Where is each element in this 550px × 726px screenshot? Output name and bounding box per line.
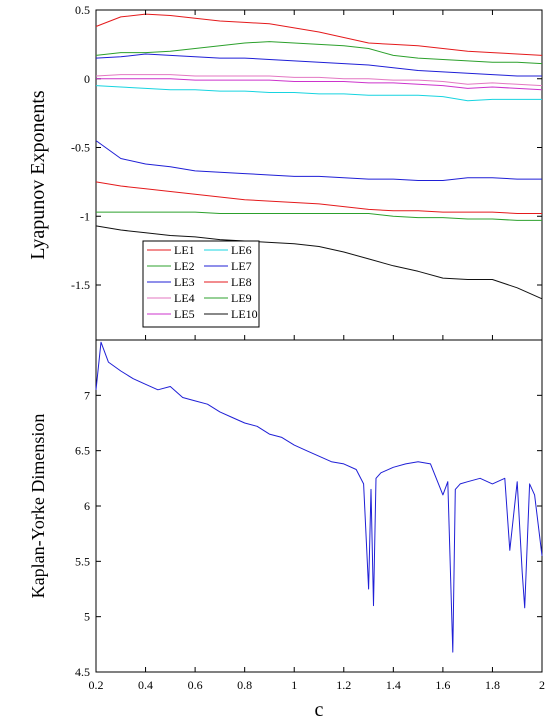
lyapunov-series-line-le4: [95, 74, 543, 87]
lyapunov-series-line-le5: [96, 78, 543, 91]
x-tick-label: 0.6: [188, 678, 203, 692]
kaplan-yorke-series-lines: [95, 341, 543, 653]
lyapunov-series-lines: [95, 13, 543, 300]
x-tick-label: 1.8: [485, 678, 500, 692]
legend-entry-le2: LE2: [174, 259, 195, 273]
kaplan-yorke-y-tick-label: 4.5: [75, 665, 90, 679]
x-tick-label: 1.4: [386, 678, 401, 692]
legend-entry-le3: LE3: [174, 275, 195, 289]
legend-entry-le10: LE10: [231, 307, 258, 321]
x-axis-label: c: [315, 699, 324, 721]
kaplan-yorke-panel: 4.5 5 5.5 6 6.5 7 0.2 0.4 0.6 0.8 1 1.2 1.4 1.6 1.8 2: [75, 10, 545, 692]
lyapunov-y-tick-label: -1: [80, 209, 90, 223]
lyapunov-y-tick-label: -1.5: [71, 278, 90, 292]
x-tick-label: 1.2: [336, 678, 351, 692]
legend-box: [142, 240, 260, 328]
legend-entry-le7: LE7: [231, 259, 252, 273]
lyapunov-series-line-le7: [95, 140, 542, 181]
kaplan-yorke-y-tick-label: 5.5: [75, 554, 90, 568]
x-tick-label: 1.6: [435, 678, 450, 692]
legend-entry-le9: LE9: [231, 291, 252, 305]
legend-entry-le8: LE8: [231, 275, 252, 289]
x-ticks: 0.2 0.4 0.6 0.8 1 1.2 1.4 1.6 1.8 2: [89, 10, 545, 692]
x-tick-label: 0.4: [138, 678, 153, 692]
kaplan-yorke-y-tick-label: 5: [84, 610, 90, 624]
lyapunov-series-line-le3: [95, 53, 542, 77]
kaplan-yorke-series-line-0: [95, 341, 543, 653]
lyapunov-series-line-le6: [95, 85, 542, 102]
kaplan-yorke-y-axis-label: Kaplan-Yorke Dimension: [28, 414, 48, 599]
legend: LE1 LE2 LE3 LE4 LE5 LE6 LE7 LE8 LE9 LE10: [142, 240, 260, 328]
lyapunov-y-tick-label: 0: [84, 72, 90, 86]
kaplan-yorke-y-tick-label: 7: [84, 388, 90, 402]
lyapunov-y-ticks: 0.5 0 -0.5 -1 -1.5: [71, 3, 542, 292]
lyapunov-series-line-le8: [95, 181, 542, 214]
lyapunov-series-line-le1: [95, 13, 543, 56]
legend-entry-le1: LE1: [174, 243, 195, 257]
lyapunov-y-axis-label: Lyapunov Exponents: [27, 90, 49, 260]
legend-entry-le6: LE6: [231, 243, 252, 257]
lyapunov-y-tick-label: 0.5: [75, 3, 90, 17]
lyapunov-y-tick-label: -0.5: [71, 141, 90, 155]
x-tick-label: 1: [291, 678, 297, 692]
legend-entry-le5: LE5: [174, 307, 195, 321]
kaplan-yorke-y-tick-label: 6: [84, 499, 90, 513]
x-tick-label: 0.8: [237, 678, 252, 692]
lyapunov-series-line-le2: [95, 41, 543, 65]
lyapunov-series-line-le9: [96, 211, 542, 221]
kaplan-yorke-axes-frame: [95, 339, 543, 673]
kaplan-yorke-y-ticks: 4.5 5 5.5 6 6.5 7: [75, 388, 542, 679]
lyapunov-panel: 0.50-0.5-1-1.5 LE1LE2LE3LE4LE5LE6LE7LE8L…: [71, 3, 543, 341]
kaplan-yorke-y-tick-label: 6.5: [75, 444, 90, 458]
legend-entry-le4: LE4: [174, 291, 195, 305]
x-tick-label: 2: [539, 678, 545, 692]
x-tick-label: 0.2: [89, 678, 104, 692]
lyapunov-series-line-le10: [95, 225, 543, 300]
